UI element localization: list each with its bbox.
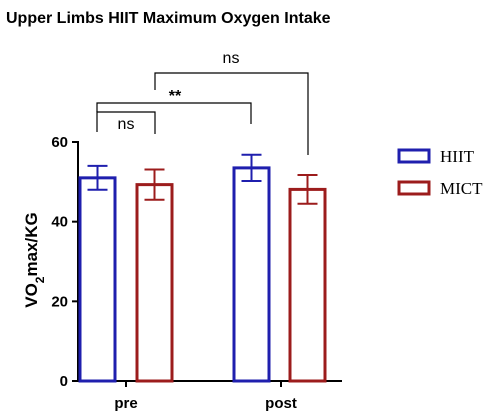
y-tick-label: 20 xyxy=(51,293,68,310)
bar xyxy=(135,183,174,383)
legend: HIIT MICT xyxy=(397,147,483,198)
y-tick-label: 40 xyxy=(51,214,68,231)
bar xyxy=(78,176,117,383)
x-tick-label: pre xyxy=(114,395,137,412)
significance-label: ns xyxy=(223,50,240,67)
bar xyxy=(232,166,271,383)
significance-bracket xyxy=(96,102,252,124)
legend-swatch xyxy=(397,180,431,196)
legend-label: MICT xyxy=(440,179,483,198)
bar xyxy=(288,187,327,383)
legend-label: HIIT xyxy=(440,147,475,166)
significance-bracket xyxy=(154,72,309,155)
legend-swatch xyxy=(397,148,431,164)
significance-bracket xyxy=(96,111,156,134)
x-tick-label: post xyxy=(265,395,297,412)
significance-annotations: ns ** ns xyxy=(96,50,309,155)
y-tick-label: 60 xyxy=(51,134,68,151)
significance-label: ns xyxy=(118,116,135,133)
chart-title: Upper Limbs HIIT Maximum Oxygen Intake xyxy=(6,10,331,27)
bars xyxy=(78,153,327,383)
y-axis-label: VO2max/KG xyxy=(22,212,47,308)
y-tick-label: 0 xyxy=(60,373,68,390)
significance-label: ** xyxy=(169,88,182,105)
axes: 0 20 40 60 pre post xyxy=(51,134,342,412)
